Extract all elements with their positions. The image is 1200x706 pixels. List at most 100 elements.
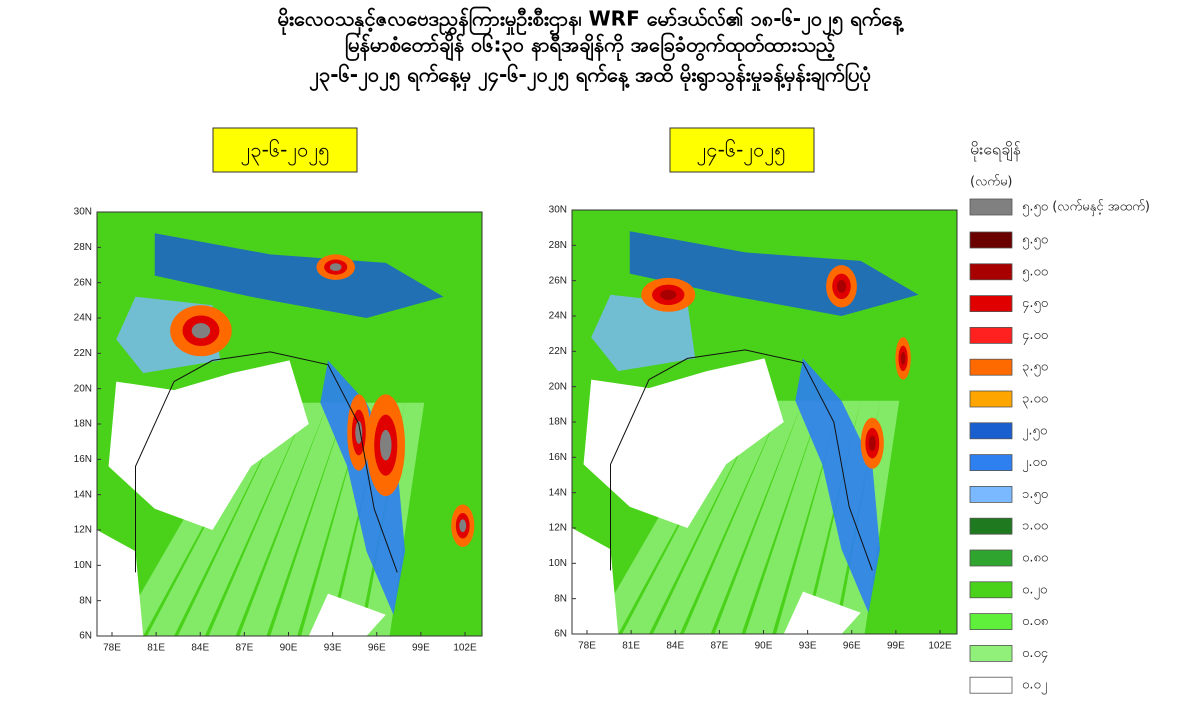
lat-label: 26N — [74, 277, 92, 288]
date-box — [212, 127, 358, 173]
lon-label: 84E — [191, 643, 209, 654]
legend-swatch — [969, 326, 1013, 344]
lat-label: 18N — [74, 419, 92, 430]
lon-label: 87E — [710, 641, 728, 652]
legend-swatch — [969, 549, 1013, 567]
light-band — [652, 400, 784, 634]
light-band — [177, 402, 309, 636]
date-label: ၂၃-၆-၂၀၂၅ — [241, 138, 330, 166]
lat-label: 24N — [74, 313, 92, 324]
legend-swatch — [969, 581, 1013, 599]
light-band — [683, 400, 803, 634]
lon-label: 102E — [928, 641, 952, 652]
lat-label: 26N — [549, 275, 567, 286]
title-line: မြန်မာစံတော်ချိန် ၀၆:၃၀ နာရီအချိန်ကို အခ… — [345, 32, 836, 62]
lat-label: 28N — [549, 240, 567, 251]
rain-band — [320, 360, 405, 615]
title-line: မိုးလေဝသနှင့်ဇလဗေဒညွှန်ကြားမှုဦးစီးဌာန၊ … — [278, 6, 904, 36]
lon-label: 84E — [666, 641, 684, 652]
lat-label: 12N — [549, 523, 567, 534]
legend-swatch — [969, 613, 1013, 630]
lat-label: 30N — [549, 205, 567, 216]
lat-label: 8N — [554, 593, 567, 604]
legend-swatch — [969, 198, 1013, 216]
coastline — [135, 351, 398, 573]
rain-band — [795, 358, 880, 613]
lat-label: 14N — [74, 489, 92, 500]
dry-area — [572, 528, 619, 634]
legend-swatch — [969, 422, 1013, 440]
dry-area — [108, 360, 309, 530]
lat-label: 30N — [74, 207, 92, 218]
legend-label: ၀.၀၂ — [1022, 678, 1047, 695]
light-band — [239, 402, 348, 636]
lon-label: 93E — [799, 641, 817, 652]
legend-label: ၀.၀၈ — [1022, 614, 1048, 629]
coastline — [610, 349, 873, 571]
legend-swatch — [969, 454, 1013, 472]
title-line: ၂၃-၆-၂၀၂၅ ရက်နေ့မှ ၂၄-၆-၂၀၂၅ ရက်နေ့ အထိ … — [309, 62, 871, 92]
legend-label: ၄.၅၀ — [1022, 296, 1048, 313]
map — [97, 212, 482, 636]
rain-core — [868, 435, 876, 451]
rain-core — [329, 263, 342, 271]
lat-label: 22N — [74, 348, 92, 359]
legend-swatch — [969, 645, 1013, 662]
legend-label: ၅.၅၀ — [1022, 233, 1048, 250]
lat-label: 20N — [549, 381, 567, 392]
legend-label: ၄.၀၀ — [1022, 328, 1048, 345]
lon-label: 87E — [235, 643, 253, 654]
lon-label: 93E — [324, 643, 342, 654]
lat-label: 10N — [549, 558, 567, 569]
legend-label: ၀.၀၄ — [1022, 646, 1049, 663]
lat-label: 20N — [74, 383, 92, 394]
legend-swatch — [969, 390, 1013, 408]
light-band — [714, 400, 823, 634]
lon-label: 78E — [578, 641, 596, 652]
lat-label: 8N — [79, 595, 92, 606]
rain-band — [154, 233, 444, 318]
dry-area — [308, 593, 386, 636]
light-band — [208, 402, 328, 636]
lon-label: 78E — [103, 643, 121, 654]
light-band — [745, 400, 842, 634]
lat-label: 6N — [554, 629, 567, 640]
legend-swatch — [969, 517, 1013, 535]
legend-unit: (လက်မ) — [970, 174, 1012, 190]
legend-label: ၁.၀၀ — [1022, 519, 1048, 534]
dry-area — [583, 358, 784, 528]
legend-title: မိုးရေချိန် — [970, 140, 1021, 162]
rain-band — [591, 294, 696, 372]
lat-label: 10N — [74, 560, 92, 571]
lon-label: 90E — [755, 641, 773, 652]
lon-label: 102E — [453, 643, 477, 654]
date-label: ၂၄-၆-၂၀၂၅ — [697, 138, 786, 166]
lat-label: 16N — [549, 452, 567, 463]
dry-area — [97, 530, 144, 636]
lat-label: 12N — [74, 525, 92, 536]
legend-label: ၃.၀၀ — [1022, 392, 1048, 409]
legend-label: ၀.၈၀ — [1022, 551, 1048, 566]
lon-label: 96E — [843, 641, 861, 652]
lat-label: 6N — [79, 631, 92, 642]
lat-label: 14N — [549, 487, 567, 498]
rain-core — [379, 429, 392, 461]
lon-label: 81E — [147, 643, 165, 654]
lon-label: 90E — [280, 643, 298, 654]
legend-label: ၁.၅၀ — [1022, 487, 1048, 504]
rain-core — [355, 421, 363, 444]
rain-core — [900, 352, 906, 365]
legend-swatch — [969, 485, 1013, 503]
lon-label: 99E — [412, 643, 430, 654]
legend-swatch — [969, 295, 1013, 313]
date-box — [669, 127, 815, 173]
lon-label: 99E — [887, 641, 905, 652]
lat-label: 16N — [74, 454, 92, 465]
rain-core — [459, 519, 467, 533]
legend-label: ၂.၀၀ — [1022, 455, 1047, 472]
legend-label: ၅.၀၀ — [1022, 264, 1048, 281]
legend-label: ၃.၅၀ — [1022, 360, 1048, 377]
legend-label: ၅.၅၀ (လက်မနှင့် အထက်) — [1022, 199, 1150, 217]
legend-swatch — [969, 231, 1013, 249]
